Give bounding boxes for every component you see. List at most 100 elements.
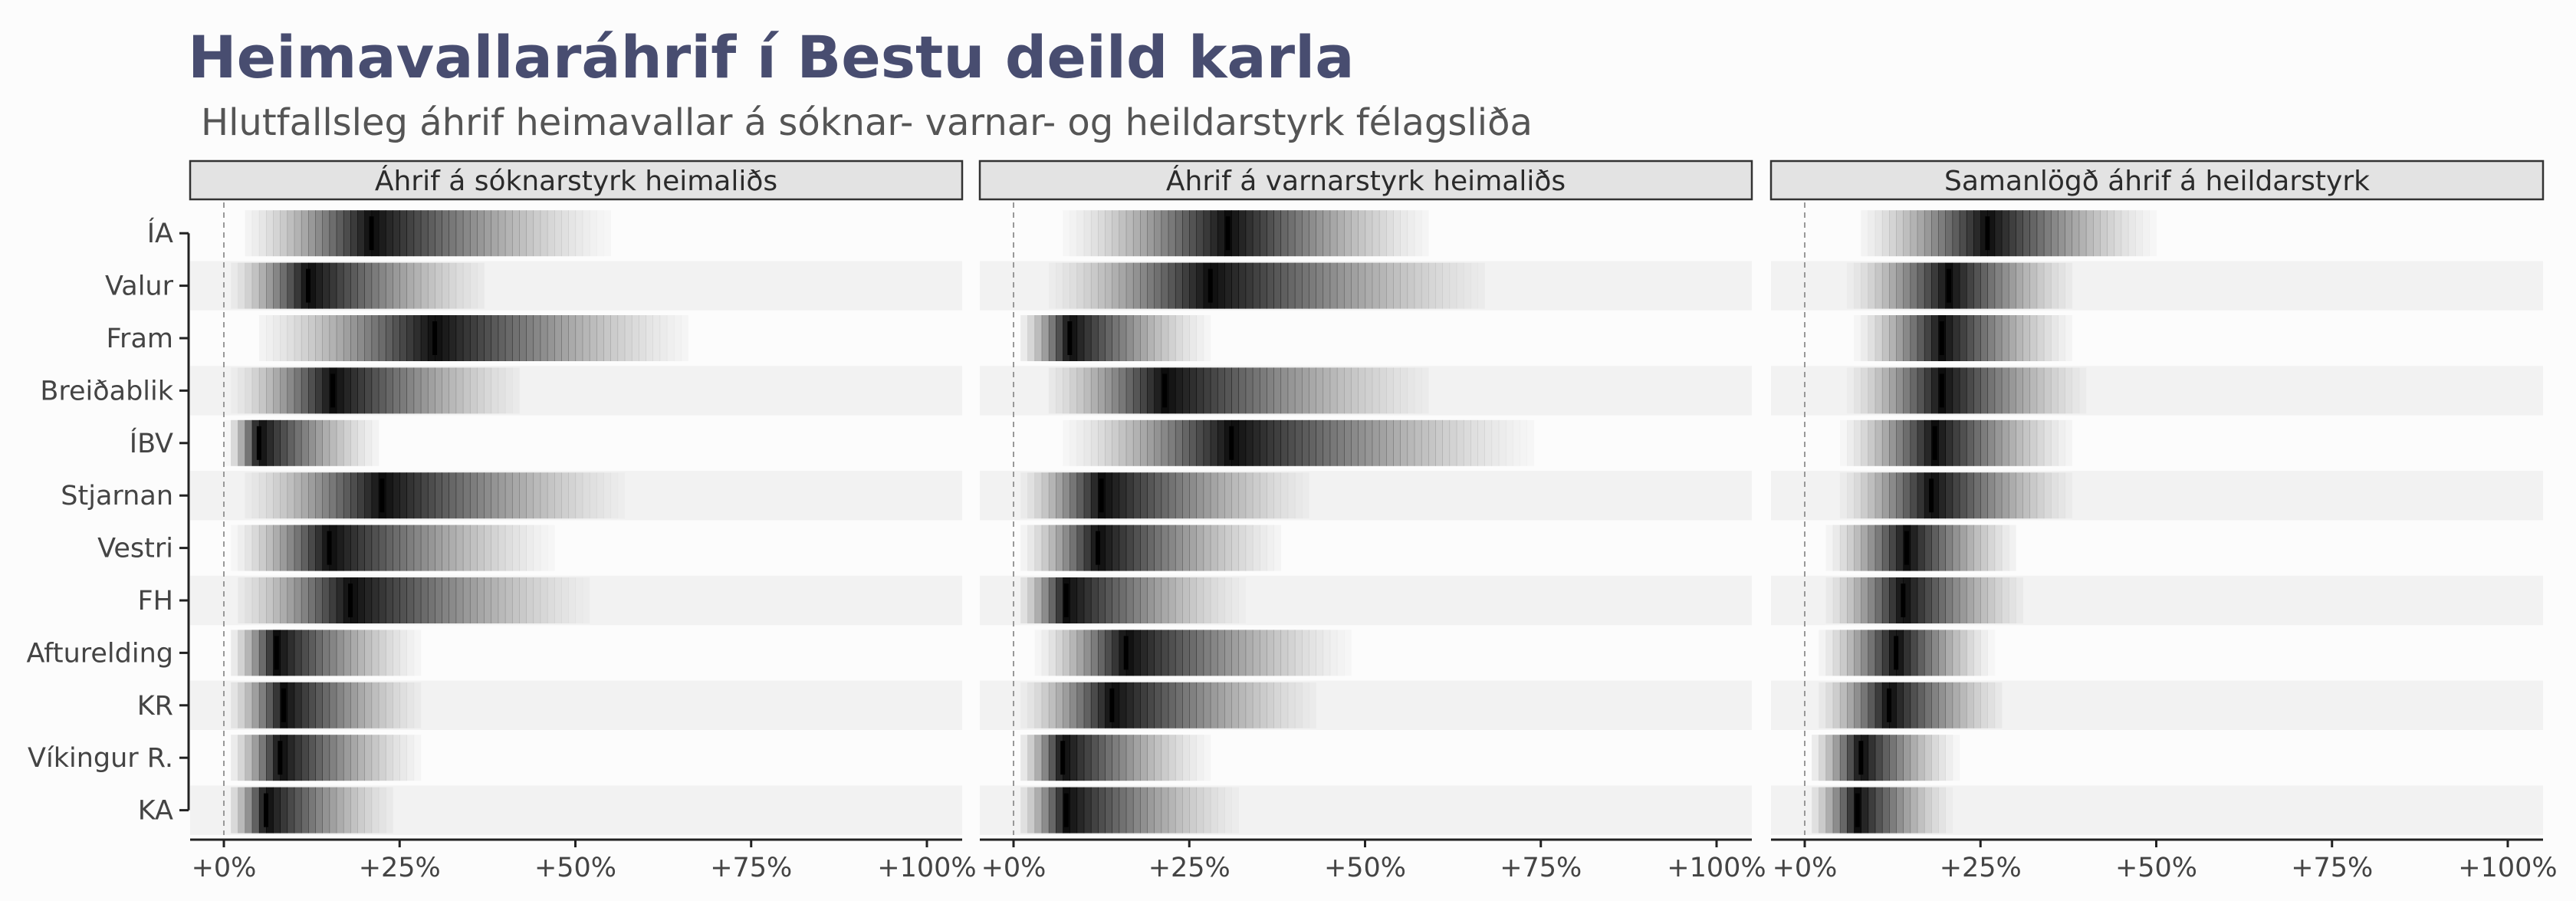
interval-3-10: [1825, 682, 2003, 728]
y-tick-label: FH: [138, 586, 173, 617]
interval-1-11: [231, 735, 415, 781]
interval-2-11: [1020, 735, 1204, 781]
interval-3-6: [1847, 472, 2065, 519]
interval-2-9: [1041, 630, 1338, 676]
median-mark-2-4: [1162, 373, 1168, 408]
median-mark-2-2: [1208, 268, 1213, 303]
interval-3-3: [1861, 315, 2065, 361]
row-band: [1771, 261, 2543, 311]
y-tick-label: Stjarnan: [61, 481, 173, 511]
interval-1-3: [266, 315, 682, 361]
x-tick-label: +25%: [1148, 853, 1230, 883]
median-mark-3-4: [1939, 373, 1944, 408]
interval-1-4: [238, 367, 513, 414]
median-mark-1-6: [380, 478, 385, 513]
row-band: [1771, 366, 2543, 416]
median-mark-2-7: [1096, 531, 1101, 565]
median-mark-2-3: [1067, 321, 1073, 355]
strip-label-3: Samanlögð áhrif á heildarstyrk: [1944, 166, 2370, 197]
interval-3-9: [1825, 630, 1989, 676]
median-mark-3-8: [1901, 584, 1906, 617]
median-mark-3-2: [1946, 268, 1951, 303]
median-mark-3-10: [1887, 688, 1892, 722]
median-mark-1-4: [330, 373, 336, 408]
median-mark-1-8: [348, 584, 353, 617]
y-tick-label: Víkingur R.: [28, 743, 173, 774]
interval-2-8: [1020, 577, 1232, 623]
interval-3-5: [1847, 419, 2065, 466]
interval-3-11: [1812, 735, 1953, 781]
median-mark-2-9: [1123, 636, 1129, 670]
row-band: [980, 366, 1752, 416]
median-mark-2-6: [1099, 478, 1104, 513]
median-mark-2-5: [1229, 426, 1234, 460]
x-tick-label: +50%: [1324, 853, 1406, 883]
x-tick-label: +25%: [1940, 853, 2022, 883]
y-tick-label: ÍA: [147, 217, 173, 249]
strip-label-1: Áhrif á sóknarstyrk heimaliðs: [375, 165, 777, 197]
interval-3-12: [1812, 787, 1946, 834]
interval-2-3: [1020, 315, 1204, 361]
median-mark-3-6: [1929, 478, 1934, 513]
median-mark-3-3: [1939, 321, 1944, 355]
interval-2-6: [1027, 472, 1303, 519]
interval-2-1: [1070, 210, 1422, 257]
strip-label-2: Áhrif á varnarstyrk heimaliðs: [1166, 165, 1566, 197]
chart-subtitle: Hlutfallsleg áhrif heimavallar á sóknar-…: [201, 101, 1533, 144]
interval-1-1: [251, 210, 597, 257]
interval-2-10: [1027, 682, 1309, 728]
y-tick-label: Breiðablik: [40, 376, 173, 406]
row-band: [190, 471, 962, 521]
median-mark-3-1: [1985, 216, 1990, 251]
y-tick-label: KR: [137, 691, 173, 722]
interval-2-5: [1076, 419, 1520, 466]
x-tick-label: +75%: [710, 853, 792, 883]
interval-3-7: [1832, 524, 2016, 571]
interval-2-12: [1020, 787, 1225, 834]
median-mark-2-8: [1063, 584, 1069, 617]
interval-2-7: [1027, 524, 1274, 571]
median-mark-3-12: [1855, 793, 1860, 827]
x-tick-label: +25%: [359, 853, 441, 883]
median-mark-2-12: [1063, 793, 1069, 827]
row-band: [190, 785, 962, 835]
median-mark-1-5: [256, 426, 261, 460]
x-tick-label: +0%: [981, 853, 1046, 883]
x-tick-label: +100%: [1667, 853, 1766, 883]
row-band: [980, 261, 1752, 311]
interval-1-2: [238, 262, 478, 309]
median-mark-3-11: [1858, 741, 1864, 775]
y-tick-label: Fram: [106, 324, 173, 354]
median-mark-1-10: [281, 688, 286, 722]
median-mark-2-11: [1060, 741, 1066, 775]
interval-1-6: [251, 472, 611, 519]
median-mark-3-7: [1904, 531, 1909, 565]
interval-3-8: [1832, 577, 2016, 623]
median-mark-1-9: [274, 636, 279, 670]
y-tick-label: ÍBV: [130, 427, 173, 459]
x-tick-label: +50%: [2115, 853, 2197, 883]
interval-3-2: [1854, 262, 2065, 309]
median-mark-1-1: [369, 216, 374, 251]
median-mark-2-1: [1225, 216, 1230, 251]
interval-2-2: [1056, 262, 1471, 309]
median-mark-1-2: [306, 268, 311, 303]
median-mark-3-5: [1932, 426, 1937, 460]
row-band: [1771, 785, 2543, 835]
interval-1-10: [231, 682, 415, 728]
x-tick-label: +100%: [2458, 853, 2557, 883]
median-mark-1-11: [278, 741, 283, 775]
median-mark-1-12: [264, 793, 269, 827]
y-tick-label: KA: [138, 796, 173, 827]
chart-title: Heimavallaráhrif í Bestu deild karla: [188, 23, 1355, 91]
y-tick-label: Afturelding: [26, 638, 173, 669]
strip-header-1: [189, 159, 964, 201]
x-tick-label: +75%: [2291, 853, 2373, 883]
median-mark-2-10: [1109, 688, 1115, 722]
median-mark-1-3: [432, 321, 438, 355]
x-tick-label: +100%: [877, 853, 976, 883]
x-tick-label: +75%: [1500, 853, 1582, 883]
y-tick-label: Valur: [105, 271, 174, 302]
